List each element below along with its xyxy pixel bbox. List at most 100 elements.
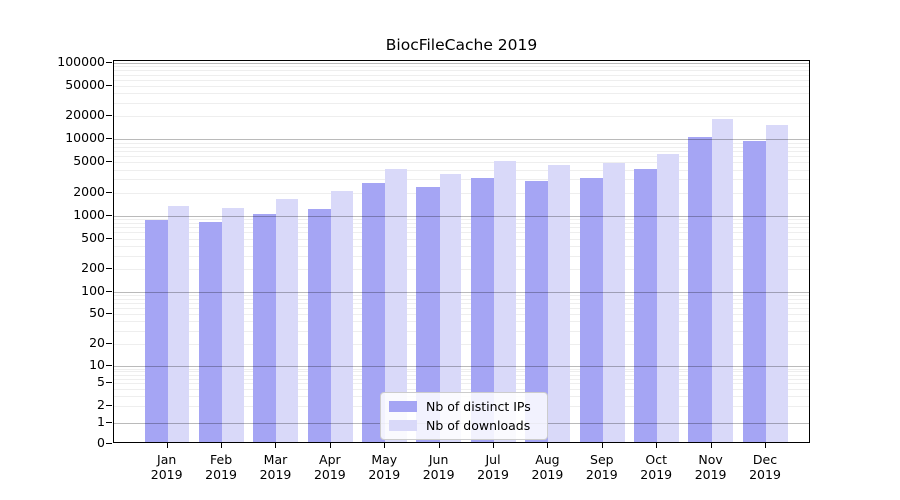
x-tick-mark — [765, 443, 766, 448]
x-tick-month: Feb — [210, 452, 233, 467]
bar-distinct-ips-nov — [688, 136, 712, 442]
bar-downloads-dec — [766, 124, 788, 442]
y-tick-mark — [106, 115, 112, 117]
x-tick-label-apr: Apr 2019 — [302, 452, 358, 482]
x-tick-year: 2019 — [477, 467, 509, 482]
y-tick-mark — [106, 421, 112, 423]
bar-distinct-ips-may — [362, 183, 386, 442]
x-tick-mark — [656, 443, 658, 448]
y-tick-label: 50000 — [65, 76, 105, 92]
bar-distinct-ips-mar — [253, 214, 277, 442]
x-tick-month: Nov — [698, 452, 723, 467]
x-tick-year: 2019 — [259, 467, 292, 482]
bar-downloads-feb — [222, 207, 244, 442]
bar-distinct-ips-jun — [416, 186, 440, 442]
gridline-minor — [114, 70, 809, 72]
x-tick-label-aug: Aug 2019 — [519, 452, 575, 482]
x-tick-mark — [547, 443, 549, 448]
y-tick-label: 5 — [97, 374, 105, 390]
y-tick-label: 100 — [81, 283, 105, 298]
x-tick-label-jan: Jan 2019 — [139, 452, 195, 482]
y-tick-label: 1000 — [73, 206, 105, 222]
gridline-minor — [114, 116, 809, 118]
gridline-minor — [114, 74, 809, 76]
x-tick-label-feb: Feb 2019 — [193, 452, 249, 482]
y-tick-label: 20 — [89, 334, 105, 350]
legend-label-distinct-ips: Nb of distinct IPs — [426, 399, 531, 414]
y-tick-label: 20000 — [65, 107, 105, 123]
y-tick-mark — [106, 84, 112, 86]
x-tick-label-dec: Dec 2019 — [737, 452, 793, 482]
y-tick-mark — [106, 191, 112, 193]
x-tick-month: Aug — [535, 452, 560, 467]
x-tick-mark — [438, 443, 440, 448]
y-tick-mark — [106, 291, 112, 292]
x-tick-mark — [166, 443, 168, 448]
bar-downloads-oct — [657, 154, 679, 442]
x-tick-month: Jul — [485, 452, 501, 467]
x-tick-month: Dec — [752, 452, 778, 467]
x-tick-label-sep: Sep 2019 — [574, 452, 630, 482]
x-tick-label-may: May 2019 — [356, 452, 412, 482]
x-tick-mark — [275, 443, 277, 448]
x-tick-year: 2019 — [368, 467, 401, 482]
bar-downloads-jul — [494, 160, 516, 442]
bar-downloads-aug — [548, 165, 571, 442]
x-tick-mark — [493, 443, 495, 448]
y-tick-mark — [106, 382, 112, 384]
x-tick-month: Apr — [319, 452, 341, 467]
bar-downloads-nov — [711, 119, 734, 442]
x-tick-label-oct: Oct 2019 — [628, 452, 684, 482]
x-tick-month: Jan — [157, 452, 177, 467]
x-tick-month: Sep — [590, 452, 614, 467]
bar-downloads-jan — [167, 206, 190, 442]
y-tick-mark — [106, 365, 112, 366]
x-tick-month: Jun — [428, 452, 449, 467]
legend-label-downloads: Nb of downloads — [426, 418, 531, 433]
x-tick-mark — [384, 443, 386, 448]
x-tick-year: 2019 — [205, 467, 237, 482]
y-tick-label: 10000 — [65, 130, 105, 146]
bar-distinct-ips-feb — [198, 221, 223, 442]
y-tick-mark — [106, 313, 112, 315]
legend-swatch-distinct-ips — [389, 401, 417, 412]
x-tick-year: 2019 — [694, 467, 727, 482]
bar-downloads-mar — [276, 198, 299, 442]
chart-title: BiocFileCache 2019 — [385, 36, 538, 54]
bar-distinct-ips-dec — [742, 140, 766, 442]
y-tick-label: 0 — [97, 434, 105, 450]
bar-distinct-ips-apr — [307, 208, 331, 442]
y-tick-mark — [106, 214, 112, 216]
y-tick-mark — [106, 342, 112, 344]
y-tick-mark — [106, 267, 112, 269]
gridline-minor — [114, 66, 809, 68]
x-tick-label-nov: Nov 2019 — [683, 452, 739, 482]
x-tick-month: Oct — [645, 452, 668, 467]
gridline-minor — [114, 102, 809, 104]
y-tick-label: 100000 — [57, 53, 105, 69]
x-tick-mark — [601, 443, 603, 448]
x-tick-label-jun: Jun 2019 — [411, 452, 467, 482]
y-tick-mark — [106, 61, 112, 63]
x-tick-label-mar: Mar 2019 — [247, 452, 303, 482]
legend-item-distinct-ips: Nb of distinct IPs — [389, 399, 537, 414]
bar-downloads-jun — [439, 174, 462, 442]
y-tick-label: 500 — [81, 229, 105, 245]
y-tick-label: 200 — [81, 259, 105, 275]
y-tick-mark — [106, 442, 112, 444]
x-tick-month: May — [371, 452, 398, 467]
x-tick-mark — [710, 443, 712, 448]
bar-distinct-ips-oct — [634, 168, 658, 442]
y-tick-mark — [106, 138, 112, 140]
y-tick-mark — [106, 161, 112, 163]
plot-area — [113, 60, 810, 443]
y-tick-label: 50 — [89, 305, 105, 321]
gridline-minor — [114, 85, 809, 87]
x-tick-year: 2019 — [150, 467, 183, 482]
x-tick-year: 2019 — [531, 467, 564, 482]
x-tick-year: 2019 — [640, 467, 673, 482]
x-tick-month: Mar — [263, 452, 288, 467]
y-tick-label: 10 — [89, 357, 105, 372]
y-tick-label: 2000 — [73, 183, 105, 199]
bar-distinct-ips-jul — [470, 178, 495, 442]
